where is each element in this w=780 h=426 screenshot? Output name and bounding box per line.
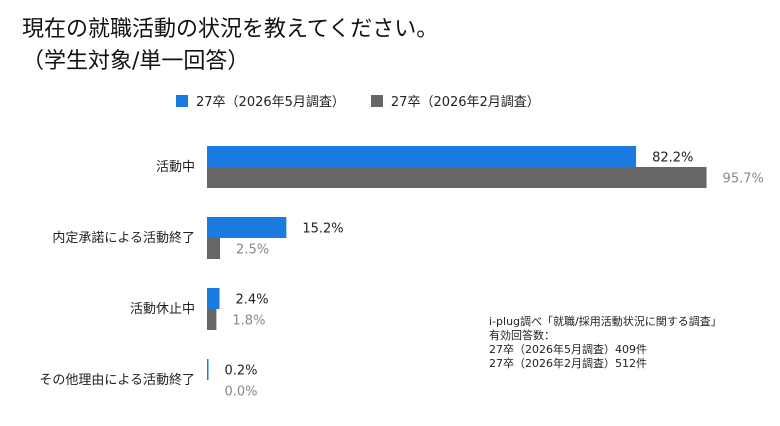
legend-swatch-feb [370, 94, 383, 107]
data-label: 0.0% [225, 385, 258, 400]
category-label: 活動休止中 [130, 302, 195, 317]
legend-swatch-may [176, 94, 188, 107]
bar-may [207, 146, 637, 167]
legend-item-may: 27卒（2026年5月調査） [176, 91, 345, 110]
chart-title-line1: 現在の就職活動の状況を教えてください。 [22, 17, 439, 42]
chart-title-line2: （学生対象/単一回答） [22, 49, 250, 74]
bar-feb [207, 167, 707, 188]
data-label: 82.2% [652, 151, 693, 166]
bar-may [207, 359, 209, 380]
legend-label-feb: 27卒（2026年2月調査） [390, 95, 540, 110]
bar-may [207, 288, 220, 309]
data-label: 15.2% [302, 222, 343, 237]
data-label: 1.8% [232, 314, 265, 329]
bar-feb [207, 309, 217, 330]
chart-legend: 27卒（2026年5月調査） 27卒（2026年2月調査） [176, 91, 566, 110]
bar-feb [207, 238, 221, 259]
chart-title: 現在の就職活動の状況を教えてください。 （学生対象/単一回答） [22, 14, 438, 78]
source-line-4: 27卒（2026年2月調査）512件 [489, 357, 647, 370]
source-note: i-plug調べ「就職/採用活動状況に関する調査」 有効回答数： 27卒（202… [489, 315, 722, 371]
data-label: 2.4% [236, 293, 269, 308]
source-line-1: i-plug調べ「就職/採用活動状況に関する調査」 [489, 315, 722, 328]
legend-item-feb: 27卒（2026年2月調査） [370, 91, 540, 110]
data-label: 2.5% [236, 243, 269, 258]
bar-may [207, 217, 287, 238]
category-label: その他理由による活動終了 [39, 372, 195, 388]
legend-label-may: 27卒（2026年5月調査） [196, 95, 345, 110]
source-line-3: 27卒（2026年5月調査）409件 [489, 343, 647, 356]
category-label: 内定承諾による活動終了 [52, 230, 195, 246]
data-label: 0.2% [225, 364, 258, 379]
data-label: 95.7% [723, 172, 764, 187]
category-label: 活動中 [156, 160, 195, 175]
source-line-2: 有効回答数： [489, 329, 555, 342]
